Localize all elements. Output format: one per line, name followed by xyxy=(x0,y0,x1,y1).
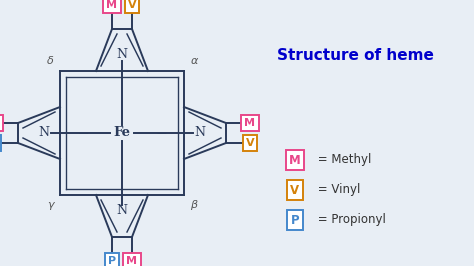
Text: —: — xyxy=(156,128,166,138)
Text: N: N xyxy=(117,205,128,218)
Text: V: V xyxy=(246,138,255,148)
Text: δ: δ xyxy=(46,56,54,66)
Text: V: V xyxy=(291,184,300,197)
Text: M: M xyxy=(289,153,301,167)
Text: = Propionyl: = Propionyl xyxy=(314,214,386,227)
Text: Fe: Fe xyxy=(113,127,130,139)
Text: —: — xyxy=(78,128,88,138)
Text: N: N xyxy=(194,127,206,139)
Text: M: M xyxy=(245,118,255,128)
Text: P: P xyxy=(291,214,299,227)
Text: M: M xyxy=(107,0,118,10)
Text: γ: γ xyxy=(46,200,53,210)
Text: P: P xyxy=(108,256,116,266)
Text: = Vinyl: = Vinyl xyxy=(314,184,360,197)
Text: V: V xyxy=(128,0,137,10)
Text: M: M xyxy=(127,256,137,266)
Text: Structure of heme: Structure of heme xyxy=(276,48,433,63)
Text: = Methyl: = Methyl xyxy=(314,153,371,167)
Text: β: β xyxy=(191,200,198,210)
Text: α: α xyxy=(191,56,198,66)
Text: N: N xyxy=(117,48,128,61)
Text: N: N xyxy=(38,127,49,139)
